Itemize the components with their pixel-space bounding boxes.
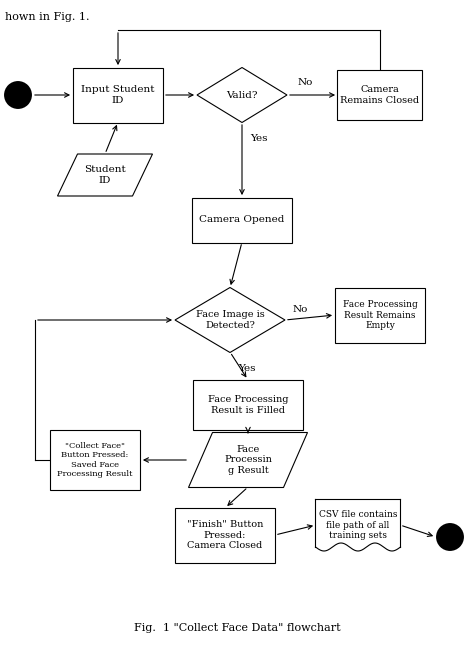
Bar <box>337 70 422 120</box>
Text: "Finish" Button
Pressed:
Camera Closed: "Finish" Button Pressed: Camera Closed <box>187 520 263 550</box>
Text: "Collect Face"
Button Pressed:
Saved Face
Processing Result: "Collect Face" Button Pressed: Saved Fac… <box>57 442 133 478</box>
Polygon shape <box>57 154 153 196</box>
Text: Student
ID: Student ID <box>84 165 126 185</box>
Text: Face Image is
Detected?: Face Image is Detected? <box>196 310 264 330</box>
Text: Yes: Yes <box>250 134 267 143</box>
Text: Face
Processin
g Result: Face Processin g Result <box>224 445 272 475</box>
Polygon shape <box>197 67 287 122</box>
Text: hown in Fig. 1.: hown in Fig. 1. <box>5 12 90 22</box>
Circle shape <box>436 523 464 551</box>
Bar <box>192 198 292 242</box>
Text: Camera Opened: Camera Opened <box>199 216 285 224</box>
Polygon shape <box>189 432 308 487</box>
Text: Valid?: Valid? <box>226 91 258 100</box>
Polygon shape <box>175 288 285 353</box>
Text: Yes: Yes <box>238 364 255 373</box>
Text: Input Student
ID: Input Student ID <box>81 86 155 105</box>
Text: Face Processing
Result is Filled: Face Processing Result is Filled <box>208 395 288 415</box>
Text: No: No <box>297 78 313 87</box>
Bar <box>175 507 275 562</box>
Bar <box>193 380 303 430</box>
Text: Camera
Remains Closed: Camera Remains Closed <box>340 86 419 105</box>
Text: CSV file contains
file path of all
training sets: CSV file contains file path of all train… <box>319 510 397 540</box>
Circle shape <box>4 81 32 109</box>
Bar <box>73 67 163 122</box>
Text: Fig.  1 "Collect Face Data" flowchart: Fig. 1 "Collect Face Data" flowchart <box>134 623 340 633</box>
Bar <box>316 499 401 547</box>
Bar <box>50 430 140 490</box>
Text: No: No <box>292 305 308 314</box>
Text: Face Processing
Result Remains
Empty: Face Processing Result Remains Empty <box>343 300 418 330</box>
Bar <box>335 288 425 343</box>
